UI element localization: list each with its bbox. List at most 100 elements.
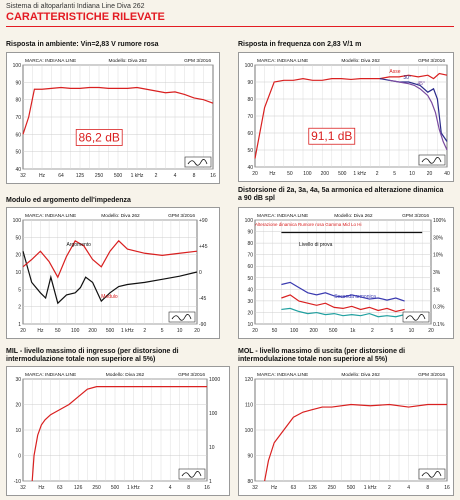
header-subtitle: Sistema di altoparlanti Indiana Line Div… bbox=[6, 3, 145, 10]
legend-label: 45° bbox=[417, 81, 425, 87]
x-tick-label: 32 bbox=[20, 485, 26, 491]
series-label: Argomento bbox=[67, 242, 92, 248]
x-tick-label: 32 bbox=[20, 173, 26, 179]
chart-header-left: MARCA: INDIANA LINE bbox=[257, 213, 308, 219]
distortion-chart: 100 90 80 70 60 50 40 30 20 10 100% 30% 10% 3% 1% 0.3% 0… bbox=[238, 207, 454, 352]
y-tick-label: 90 bbox=[15, 80, 21, 86]
signature-stamp bbox=[178, 468, 206, 480]
y-tick-label: 20 bbox=[15, 253, 21, 259]
x-tick-label: 100 bbox=[303, 171, 312, 177]
annotation-box bbox=[75, 129, 123, 146]
signature-stamp bbox=[418, 154, 446, 166]
x-tick-label: 250 bbox=[95, 173, 104, 179]
chart-header-right: GPM 3/2016 bbox=[418, 372, 445, 378]
chart-header-left: MARCA: INDIANA LINE bbox=[257, 58, 308, 64]
y-tick-label: 90 bbox=[247, 80, 253, 86]
x-tick-label: 500 bbox=[347, 485, 356, 491]
x-tick-label: 16 bbox=[204, 485, 210, 491]
page-title: CARATTERISTICHE RILEVATE bbox=[6, 11, 165, 23]
x-tick-label: 50 bbox=[287, 171, 293, 177]
series-label: Seconda armonica bbox=[334, 294, 376, 300]
x-tick-label: 250 bbox=[328, 485, 337, 491]
y-tick-label: 60 bbox=[15, 132, 21, 138]
header-divider bbox=[6, 26, 454, 27]
y-tick-label: 0 bbox=[18, 454, 21, 460]
impedance-title: Modulo ed argomento dell'impedenza bbox=[6, 197, 131, 204]
y-tick-label: 120 bbox=[245, 377, 254, 383]
chart-header-left: MARCA: INDIANA LINE bbox=[25, 213, 76, 219]
x-tick-label: 10 bbox=[409, 328, 415, 334]
x-tick-label: 500 bbox=[329, 328, 338, 334]
chart-header-mid: Modello: Diva 262 bbox=[341, 58, 380, 64]
y-right-tick-label: 1000 bbox=[209, 377, 220, 383]
y-tick-label: 5 bbox=[18, 287, 21, 293]
chart-header-right: GPM 3/2016 bbox=[184, 58, 211, 64]
x-tick-label: 5 bbox=[390, 328, 393, 334]
x-tick-label: 2 bbox=[376, 171, 379, 177]
x-tick-label: 125 bbox=[76, 173, 85, 179]
series-line-1 bbox=[281, 281, 405, 302]
legend-label: Asse bbox=[389, 69, 400, 75]
y-tick-label: 100 bbox=[245, 63, 254, 69]
x-tick-label: 200 bbox=[309, 328, 318, 334]
y-tick-label: 30 bbox=[247, 299, 253, 305]
y-tick-label: 80 bbox=[247, 97, 253, 103]
x-tick-label: 8 bbox=[426, 485, 429, 491]
y-tick-label: 70 bbox=[247, 253, 253, 259]
x-tick-label: 32 bbox=[252, 485, 258, 491]
x-tick-label: 200 bbox=[321, 171, 330, 177]
signature-stamp bbox=[168, 311, 196, 323]
chart-header-right: GPM 3/2016 bbox=[402, 213, 429, 219]
signature-scribble bbox=[171, 314, 192, 321]
freq-chart: 100 90 80 70 60 50 40 20 Hz 50 100 200 500 1 kHz 2 5 10 2… bbox=[238, 52, 454, 182]
x-tick-label: 5 bbox=[393, 171, 396, 177]
y-tick-label: 50 bbox=[15, 150, 21, 156]
x-tick-label: 63 bbox=[291, 485, 297, 491]
legend-label: 30° bbox=[403, 75, 411, 81]
y-tick-label: 80 bbox=[247, 241, 253, 247]
x-tick-label: 200 bbox=[88, 328, 97, 334]
y-tick-label: 100 bbox=[13, 218, 22, 224]
y-right-tick-label: 10 bbox=[209, 445, 215, 451]
y-right-tick-label: -45 bbox=[199, 296, 206, 302]
y-right-tick-label: +45 bbox=[199, 244, 208, 250]
annotation-value: 91,1 dB bbox=[311, 129, 352, 143]
annotation-box bbox=[308, 127, 356, 145]
chart-header-mid: Modello: Diva 262 bbox=[106, 372, 145, 378]
x-tick-label: 126 bbox=[74, 485, 83, 491]
signature-scribble bbox=[187, 159, 208, 166]
chart-header-mid: Modello: Diva 262 bbox=[334, 213, 373, 219]
y-tick-label: 50 bbox=[15, 235, 21, 241]
series-label: Modulo bbox=[101, 294, 118, 300]
x-tick-label: 2 bbox=[388, 485, 391, 491]
x-tick-label: Hz bbox=[37, 328, 44, 334]
x-tick-label: 100 bbox=[290, 328, 299, 334]
x-tick-label: 500 bbox=[106, 328, 115, 334]
signature-stamp bbox=[402, 311, 430, 323]
series-label: Livello di prova bbox=[299, 242, 333, 248]
series-line-3 bbox=[281, 307, 405, 318]
mol-chart: 120 110 100 90 80 32 Hz 63 126 250 500 1 kHz 2 4 8 16 MA… bbox=[238, 366, 454, 496]
y-tick-label: -10 bbox=[14, 479, 21, 485]
x-tick-label: 500 bbox=[114, 173, 123, 179]
y-tick-label: 70 bbox=[15, 115, 21, 121]
y-tick-label: 70 bbox=[247, 114, 253, 120]
y-tick-label: 100 bbox=[245, 428, 254, 434]
ambient-chart: 100 90 80 70 60 50 40 32 Hz 64 125 250 500 1 kHz 2 4 8 16… bbox=[6, 52, 220, 184]
x-tick-label: 20 bbox=[194, 328, 200, 334]
signature-scribble bbox=[405, 314, 426, 321]
x-tick-label: Hz bbox=[271, 485, 278, 491]
y-right-tick-label: +90 bbox=[199, 218, 208, 224]
ambient-title: Risposta in ambiente: Vin=2,83 V rumore … bbox=[6, 41, 159, 48]
x-tick-label: 4 bbox=[407, 485, 410, 491]
x-tick-label: 500 bbox=[111, 485, 120, 491]
x-tick-label: 250 bbox=[92, 485, 101, 491]
chart-header-left: MARCA: INDIANA LINE bbox=[25, 58, 76, 64]
freq-title: Risposta in frequenza con 2,83 V/1 m bbox=[238, 41, 362, 48]
signature-scribble bbox=[181, 471, 202, 478]
x-tick-label: 100 bbox=[71, 328, 80, 334]
x-tick-label: Hz bbox=[269, 171, 276, 177]
y-tick-label: 110 bbox=[245, 403, 253, 409]
x-tick-label: 1 kHz bbox=[121, 328, 134, 334]
x-tick-label: 40 bbox=[444, 171, 450, 177]
